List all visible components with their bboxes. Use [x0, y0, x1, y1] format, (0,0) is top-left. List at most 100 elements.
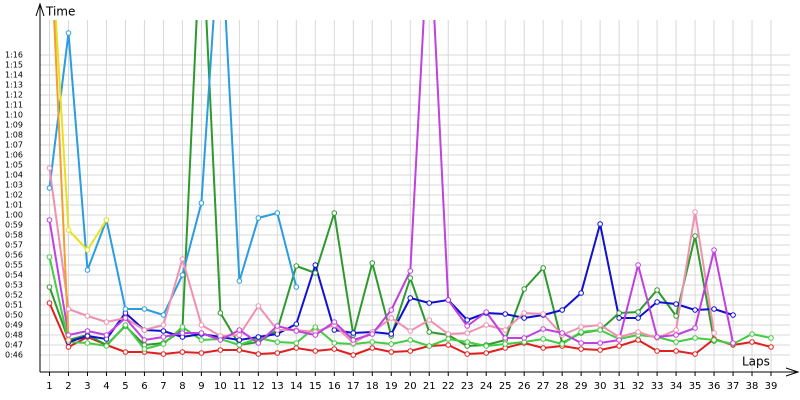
x-tick-label: 32 [632, 381, 645, 392]
point-marker [578, 329, 584, 335]
x-axis-label: Laps [742, 355, 770, 369]
y-axis-arrow [35, 2, 45, 17]
x-tick-label: 13 [271, 381, 284, 392]
point-marker [293, 321, 300, 327]
point-marker [46, 254, 53, 260]
y-tick-label: 0:57 [5, 241, 23, 250]
point-marker [46, 185, 53, 191]
point-marker [103, 343, 110, 349]
x-tick-label: 16 [328, 381, 341, 392]
point-marker [331, 340, 338, 346]
x-tick-label: 2 [65, 381, 71, 392]
point-marker [84, 340, 91, 346]
point-marker [331, 319, 338, 325]
point-marker [464, 323, 471, 329]
y-tick-label: 1:01 [5, 201, 23, 210]
y-tick-label: 1:04 [5, 171, 23, 180]
point-marker [312, 324, 319, 330]
point-marker [578, 290, 584, 296]
y-tick-label: 0:47 [5, 341, 23, 350]
point-marker [407, 275, 414, 281]
point-marker [198, 337, 205, 343]
point-marker [578, 346, 584, 352]
point-marker [217, 310, 224, 316]
point-marker [521, 286, 527, 292]
point-marker [103, 332, 110, 338]
y-tick-label: 0:53 [5, 281, 23, 290]
y-tick-label: 0:56 [5, 251, 23, 260]
point-marker [274, 339, 281, 345]
point-marker [464, 351, 471, 357]
point-marker [559, 307, 565, 313]
point-marker [274, 350, 281, 356]
y-tick-label: 1:09 [5, 121, 23, 130]
point-marker [65, 344, 72, 350]
point-marker [388, 349, 395, 355]
point-marker [198, 200, 205, 206]
y-tick-label: 0:49 [5, 321, 23, 330]
point-marker [198, 322, 205, 328]
x-tick-label: 39 [765, 381, 778, 392]
point-marker [46, 217, 53, 223]
series-line [53, 20, 70, 341]
point-marker [445, 342, 452, 348]
x-tick-label: 38 [746, 381, 759, 392]
point-marker [597, 327, 603, 333]
point-marker [635, 315, 641, 321]
point-marker [388, 331, 395, 337]
point-marker [46, 284, 53, 290]
point-marker [521, 310, 527, 316]
x-tick-label: 14 [290, 381, 303, 392]
x-tick-label: 25 [499, 381, 512, 392]
point-marker [312, 332, 319, 338]
point-marker [331, 327, 338, 333]
y-tick-label: 1:00 [5, 211, 23, 220]
point-marker [331, 210, 338, 216]
point-marker [255, 340, 262, 346]
point-marker [407, 337, 414, 343]
point-marker [711, 247, 717, 253]
point-marker [84, 313, 91, 319]
point-marker [692, 351, 698, 357]
x-tick-label: 21 [423, 381, 436, 392]
point-marker [198, 330, 205, 336]
point-marker [673, 348, 679, 354]
point-marker [559, 330, 565, 336]
point-marker [464, 317, 471, 323]
series-line [54, 20, 108, 251]
series-line [68, 223, 734, 343]
point-marker [502, 311, 508, 317]
y-tick-label: 0:59 [5, 221, 23, 230]
point-marker [350, 330, 357, 336]
x-tick-label: 8 [179, 381, 185, 392]
point-marker [426, 317, 433, 323]
point-marker [84, 333, 91, 339]
point-marker [502, 335, 508, 341]
point-marker [464, 330, 471, 336]
x-tick-label: 3 [84, 381, 90, 392]
point-marker [65, 337, 72, 343]
point-marker [236, 332, 243, 338]
point-marker [388, 341, 395, 347]
y-tick-label: 0:52 [5, 291, 23, 300]
point-marker [597, 221, 603, 227]
point-marker [160, 334, 167, 340]
y-axis-label: Time [45, 5, 75, 19]
point-marker [369, 339, 376, 345]
x-tick-label: 20 [404, 381, 417, 392]
point-marker [312, 348, 319, 354]
point-marker [65, 306, 72, 312]
y-tick-label: 1:15 [5, 61, 23, 70]
point-marker [464, 339, 471, 345]
point-marker [46, 165, 53, 171]
point-marker [122, 306, 129, 312]
point-marker [445, 336, 452, 342]
point-marker [122, 315, 129, 321]
point-marker [293, 340, 300, 346]
point-marker [236, 337, 243, 343]
point-marker [407, 295, 414, 301]
point-marker [141, 337, 148, 343]
point-marker [692, 335, 698, 341]
point-marker [369, 260, 376, 266]
point-marker [616, 315, 622, 321]
